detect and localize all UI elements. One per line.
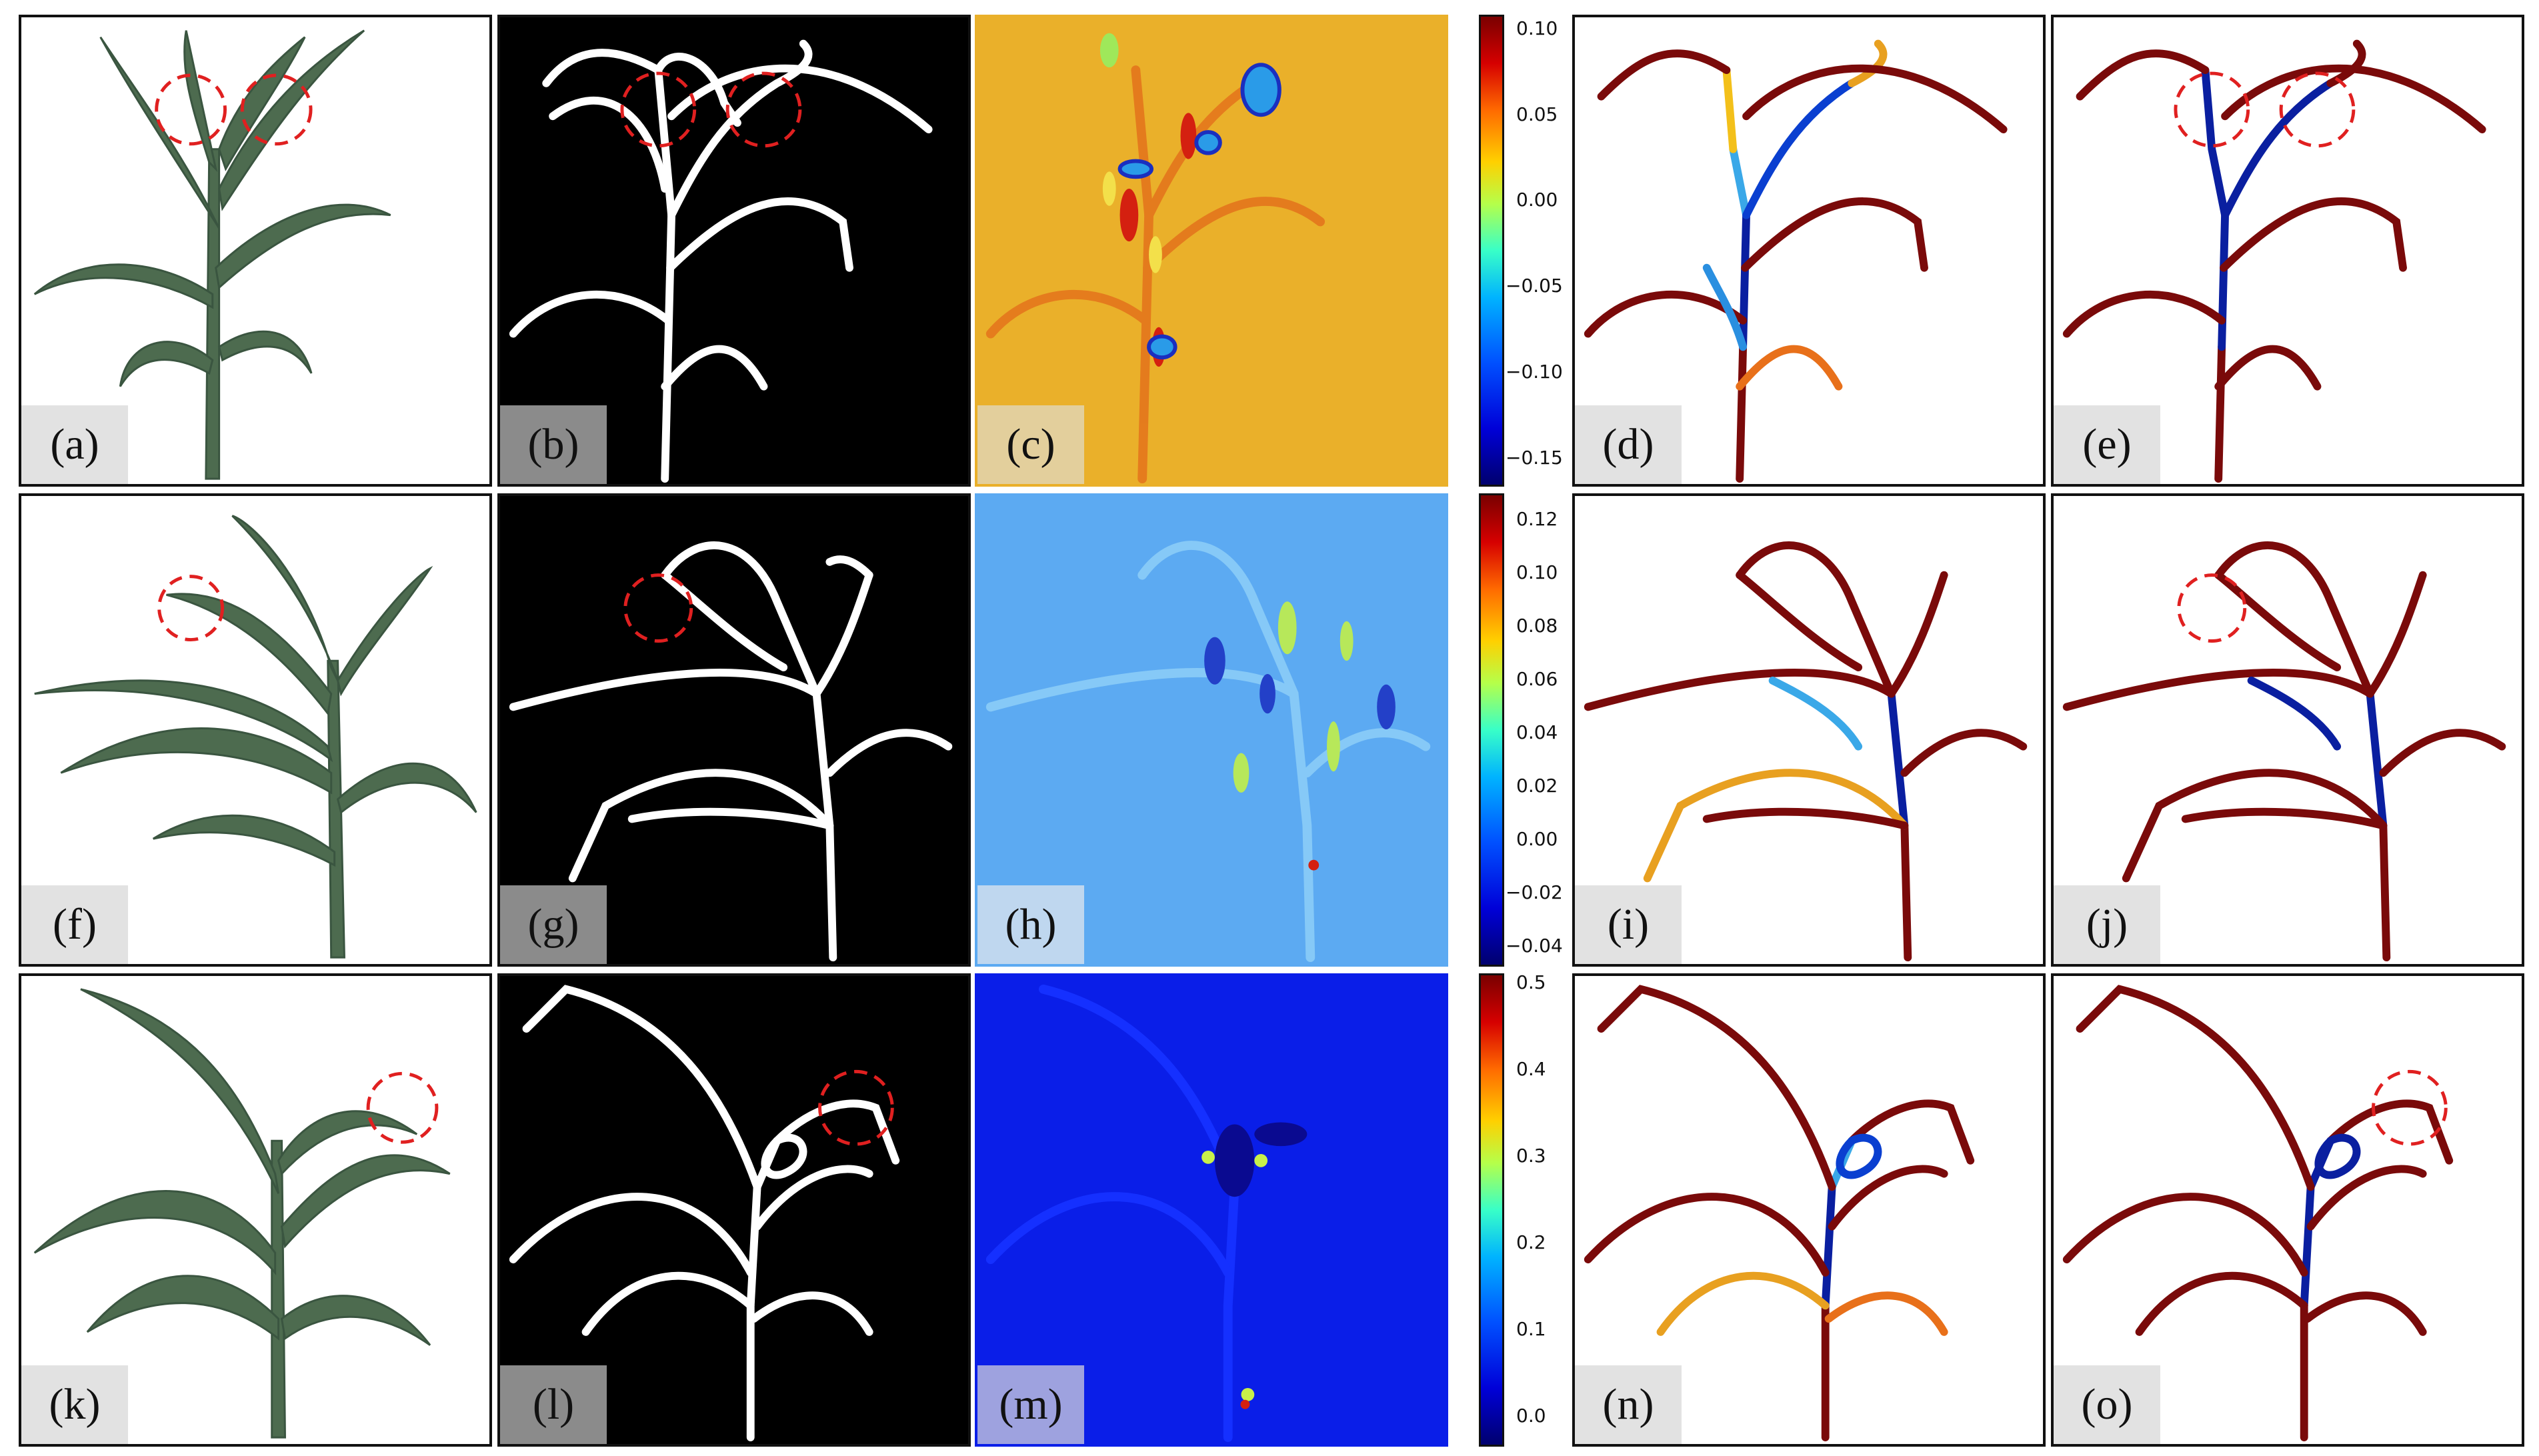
panel-label: (j) <box>2054 885 2160 964</box>
colorbar-tick: 0.4 <box>1516 1058 1546 1080</box>
maize-plant-image <box>33 29 391 480</box>
colorbar-tick: 0.3 <box>1516 1145 1546 1167</box>
colorbar-tick: −0.05 <box>1506 275 1563 297</box>
panel-label: (e) <box>2054 405 2160 484</box>
colorbar-tick: −0.04 <box>1506 935 1563 957</box>
curve-image <box>1584 541 2028 962</box>
panel-b-skeleton: (b) <box>497 15 971 487</box>
panel-label: (f) <box>21 885 128 964</box>
panel-label: (g) <box>500 885 607 964</box>
colorbar-tick: 0.2 <box>1516 1231 1546 1253</box>
panel-j-curve: (j) <box>2051 493 2524 967</box>
colorbar-ticks-row-2: 0.12 0.10 0.08 0.06 0.04 0.02 0.00 −0.02… <box>1504 493 1571 967</box>
colorbar-ticks-row-3: 0.5 0.4 0.3 0.2 0.1 0.0 <box>1504 973 1571 1447</box>
panel-e-curve: (e) <box>2051 15 2524 487</box>
colorbar-tick: 0.02 <box>1516 775 1558 797</box>
panel-label: (a) <box>21 405 128 484</box>
colorbar-tick: −0.15 <box>1506 447 1563 469</box>
curve-image <box>2062 39 2486 483</box>
panel-k-photo: (k) <box>19 973 492 1447</box>
panel-label: (i) <box>1575 885 1682 964</box>
panel-l-skeleton: (l) <box>497 973 971 1447</box>
maize-plant-image <box>33 988 451 1439</box>
panel-n-curve: (n) <box>1572 973 2046 1447</box>
colorbar-tick: 0.06 <box>1516 668 1558 690</box>
colorbar-tick: 0.1 <box>1516 1318 1546 1340</box>
heatmap-image <box>985 541 1431 963</box>
heatmap-image <box>985 984 1308 1443</box>
colorbar-ticks-row-1: 0.10 0.05 0.00 −0.05 −0.10 −0.15 <box>1504 15 1571 487</box>
skeleton-image <box>509 541 953 962</box>
panel-label: (l) <box>500 1365 607 1444</box>
colorbar-tick: 0.04 <box>1516 721 1558 743</box>
panel-o-curve: (o) <box>2051 973 2524 1447</box>
panel-m-heatmap: (m) <box>975 973 1448 1447</box>
colorbar-tick: 0.05 <box>1516 103 1558 125</box>
panel-label: (o) <box>2054 1365 2160 1444</box>
colorbar-tick: 0.00 <box>1516 828 1558 850</box>
skeleton-image <box>509 39 933 483</box>
panel-label: (d) <box>1575 405 1682 484</box>
colorbar-row-3 <box>1479 973 1504 1447</box>
curve-image <box>2062 985 2454 1442</box>
colorbar-tick: 0.10 <box>1516 17 1558 39</box>
colorbar-tick: 0.08 <box>1516 615 1558 637</box>
panel-h-heatmap: (h) <box>975 493 1448 967</box>
panel-label: (h) <box>977 885 1084 964</box>
colorbar-row-2 <box>1479 493 1504 967</box>
panel-a-photo: (a) <box>19 15 492 487</box>
colorbar-tick: −0.10 <box>1506 361 1563 383</box>
curve-image <box>2062 541 2506 962</box>
panel-label: (c) <box>977 405 1084 484</box>
panel-label: (b) <box>500 405 607 484</box>
maize-plant-image <box>34 515 477 959</box>
colorbar-tick: 0.12 <box>1516 508 1558 530</box>
colorbar-tick: 0.00 <box>1516 189 1558 211</box>
panel-label: (k) <box>21 1365 128 1444</box>
colorbar-tick: 0.5 <box>1516 971 1546 993</box>
panel-d-curve: (d) <box>1572 15 2046 487</box>
panel-c-heatmap: (c) <box>975 15 1448 487</box>
curve-image <box>1584 39 2008 483</box>
panel-label: (m) <box>977 1365 1084 1444</box>
panel-label: (n) <box>1575 1365 1682 1444</box>
colorbar-tick: 0.0 <box>1516 1405 1546 1427</box>
panel-i-curve: (i) <box>1572 493 2046 967</box>
curve-image <box>1584 985 1975 1442</box>
colorbar-tick: 0.10 <box>1516 561 1558 583</box>
colorbar-tick: −0.02 <box>1506 881 1563 903</box>
panel-g-skeleton: (g) <box>497 493 971 967</box>
heatmap-image <box>985 33 1326 484</box>
skeleton-image <box>509 985 900 1442</box>
colorbar-row-1 <box>1479 15 1504 487</box>
panel-f-photo: (f) <box>19 493 492 967</box>
